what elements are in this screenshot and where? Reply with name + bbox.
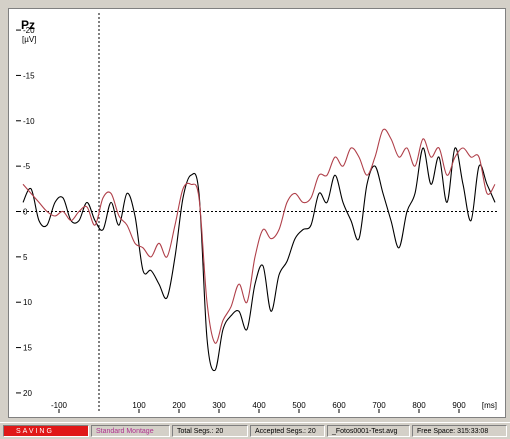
total-segments-status: Total Segs.: 20 [172, 425, 248, 437]
x-axis-unit-label: [ms] [482, 401, 497, 410]
free-space-status: Free Space: 315:33:08 [412, 425, 507, 437]
x-tick-label: 700 [372, 401, 386, 410]
accepted-segments-status: Accepted Segs.: 20 [250, 425, 325, 437]
x-tick-label: 400 [252, 401, 266, 410]
y-tick-label: 15 [23, 344, 32, 353]
x-tick-label: 300 [212, 401, 226, 410]
erp-waveform-1 [22, 147, 496, 372]
erp-viewer-window: -20 -15 -10 -5 0 5 10 15 20 -100 100 200 300 400 500 60… [8, 8, 506, 418]
saving-indicator: SAVING [3, 425, 89, 437]
y-tick-label: -20 [23, 26, 35, 35]
x-tick-label: 900 [452, 401, 466, 410]
channel-label: Pz [21, 18, 36, 32]
y-tick-label: 20 [23, 389, 32, 398]
y-unit-label: [µV] [22, 35, 37, 44]
status-bar: SAVING Standard Montage Total Segs.: 20 … [0, 422, 510, 439]
y-tick-label: -5 [23, 162, 31, 171]
erp-plot-area[interactable]: -20 -15 -10 -5 0 5 10 15 20 -100 100 200 300 400 500 60… [8, 8, 506, 418]
y-tick-label: 10 [23, 298, 32, 307]
x-tick-label: -100 [51, 401, 68, 410]
x-tick-label: 500 [292, 401, 306, 410]
x-tick-label: 600 [332, 401, 346, 410]
x-tick-label: 200 [172, 401, 186, 410]
y-tick-label: 5 [23, 253, 28, 262]
y-tick-label: -10 [23, 117, 35, 126]
y-tick-label: 0 [23, 208, 28, 217]
x-tick-label: 800 [412, 401, 426, 410]
erp-chart: -20 -15 -10 -5 0 5 10 15 20 -100 100 200 300 400 500 60… [16, 13, 499, 413]
y-tick-label: -15 [23, 71, 35, 80]
montage-status[interactable]: Standard Montage [91, 425, 170, 437]
file-name-status: _Fotos0001-Test.avg [327, 425, 410, 437]
x-tick-label: 100 [132, 401, 146, 410]
erp-waveform-2 [22, 128, 496, 344]
